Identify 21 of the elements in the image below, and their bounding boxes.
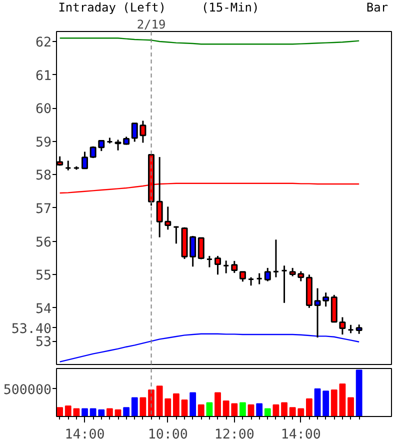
y-tick-label: 60 [35, 102, 52, 118]
text: Bar [366, 0, 388, 14]
y-tick-label: 57 [35, 202, 52, 217]
y-tick-label: 59 [35, 135, 52, 150]
x-tick-label: 12:00 [214, 428, 254, 442]
y-tick-label: 58 [35, 168, 52, 184]
y-tick-label: 53 [35, 335, 52, 350]
y-tick-label: 53.40 [11, 322, 52, 337]
x-tick-label: 14:00 [64, 428, 105, 442]
x-tick-label: 10:00 [148, 428, 188, 442]
y-tick-label: 55 [35, 268, 52, 284]
y-tick-label: 56 [35, 235, 52, 250]
text: (Left) [122, 0, 166, 14]
text: Intraday [58, 0, 116, 14]
y-tick-label: 500000 [3, 382, 52, 398]
x-tick-label: 2/19 [136, 18, 166, 32]
y-tick-label: 54 [35, 302, 52, 317]
y-tick-label: 61 [35, 68, 52, 84]
x-tick-label: 14:00 [280, 428, 321, 442]
chart-title: (15-Min) [201, 0, 260, 14]
y-tick-label: 62 [35, 35, 52, 50]
